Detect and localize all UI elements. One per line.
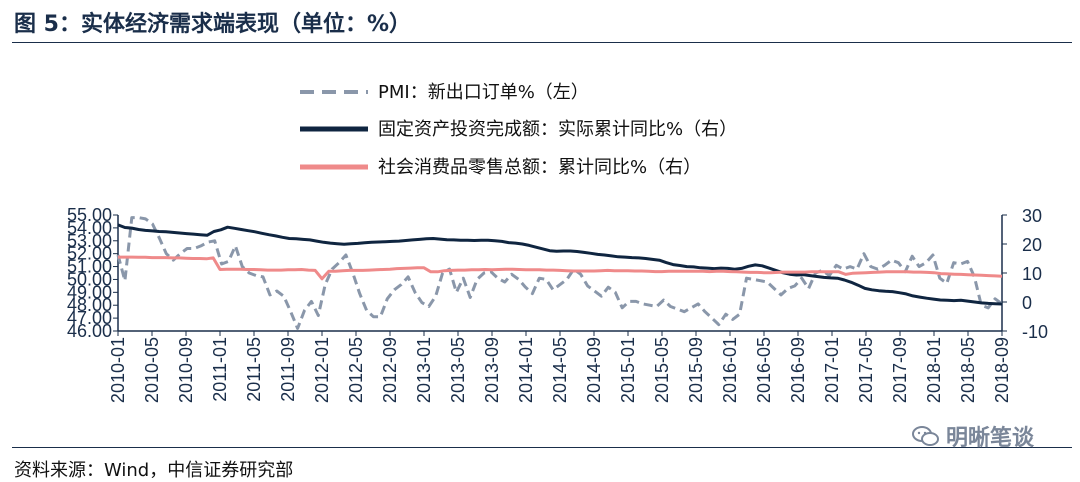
right-axis-labels: 30 20 10 0 -10 xyxy=(1002,206,1048,342)
x-tick-label: 2010-05 xyxy=(142,337,162,403)
series-line-1 xyxy=(116,216,1003,330)
source-note: 资料来源：Wind，中信证券研究部 xyxy=(14,460,294,481)
x-tick-label: 2013-09 xyxy=(482,337,502,403)
right-tick-label: -10 xyxy=(1022,322,1048,342)
x-tick-label: 2011-09 xyxy=(278,337,298,402)
x-tick-label: 2015-01 xyxy=(618,337,638,403)
x-tick-label: 2014-05 xyxy=(550,337,570,403)
series-layer xyxy=(116,216,1003,330)
x-tick-label: 2017-01 xyxy=(822,337,842,403)
x-tick-label: 2016-09 xyxy=(788,337,808,403)
x-tick-label: 2011-05 xyxy=(244,337,264,402)
series-line-3 xyxy=(118,255,1003,281)
x-tick-label: 2014-01 xyxy=(516,337,536,403)
x-tick-label: 2018-09 xyxy=(992,337,1012,403)
watermark-text: 明晰笔谈 xyxy=(946,426,1035,451)
right-tick-label: 30 xyxy=(1022,206,1042,226)
x-tick-label: 2015-09 xyxy=(686,337,706,403)
left-tick-label: 50.00 xyxy=(67,269,112,289)
x-tick-label: 2017-05 xyxy=(856,337,876,403)
x-tick-label: 2013-01 xyxy=(414,337,434,403)
x-tick-label: 2014-09 xyxy=(584,337,604,403)
x-tick-label: 2015-05 xyxy=(652,337,672,403)
left-tick-label: 49.00 xyxy=(67,282,112,302)
left-tick-label: 53.00 xyxy=(67,231,112,251)
x-tick-label: 2018-01 xyxy=(924,337,944,403)
x-tick-label: 2012-09 xyxy=(380,337,400,403)
right-tick-label: 10 xyxy=(1022,264,1042,284)
left-tick-label: 55.00 xyxy=(67,205,112,225)
line-chart: PMI：新出口订单%（左） 固定资产投资完成额：实际累计同比%（右） 社会消费品零售… xyxy=(67,82,1048,403)
x-tick-label: 2016-01 xyxy=(720,337,740,403)
left-axis-labels: 55.0054.0053.0052.0051.0050.0049.0048.00… xyxy=(67,205,118,341)
legend: PMI：新出口订单%（左） 固定资产投资完成额：实际累计同比%（右） 社会消费品零售… xyxy=(300,82,737,178)
left-tick-label: 48.00 xyxy=(67,295,112,315)
footer-divider xyxy=(12,447,1072,448)
right-tick-label: 0 xyxy=(1022,293,1032,313)
watermark: 明晰笔谈 xyxy=(912,420,1034,452)
chart-title: 图 5：实体经济需求端表现（单位：%） xyxy=(14,12,412,37)
x-tick-label: 2016-05 xyxy=(754,337,774,403)
x-tick-label: 2011-01 xyxy=(210,337,230,402)
x-tick-label: 2012-01 xyxy=(312,337,332,403)
wechat-icon xyxy=(912,426,939,446)
x-tick-label: 2018-05 xyxy=(958,337,978,403)
x-tick-label: 2017-09 xyxy=(890,337,910,403)
legend-label-2: 固定资产投资完成额：实际累计同比%（右） xyxy=(378,119,737,140)
legend-label-3: 社会消费品零售总额：累计同比%（右） xyxy=(378,157,701,178)
x-tick-label: 2012-05 xyxy=(346,337,366,403)
left-tick-label: 46.00 xyxy=(67,321,112,341)
x-axis-labels: 2010-01 2010-05 2010-09 2011-01 2011-05 2011-… xyxy=(108,331,1012,403)
left-tick-label: 47.00 xyxy=(67,308,112,328)
legend-label-1: PMI：新出口订单%（左） xyxy=(378,82,589,103)
series-line-2 xyxy=(117,223,1003,306)
right-tick-label: 20 xyxy=(1022,235,1042,255)
x-tick-label: 2013-05 xyxy=(448,337,468,403)
left-tick-label: 52.00 xyxy=(67,244,112,264)
left-tick-label: 51.00 xyxy=(67,257,112,277)
left-tick-label: 54.00 xyxy=(67,218,112,238)
title-divider xyxy=(12,42,1072,43)
x-tick-label: 2010-09 xyxy=(176,337,196,403)
x-tick-label: 2010-01 xyxy=(108,337,128,403)
